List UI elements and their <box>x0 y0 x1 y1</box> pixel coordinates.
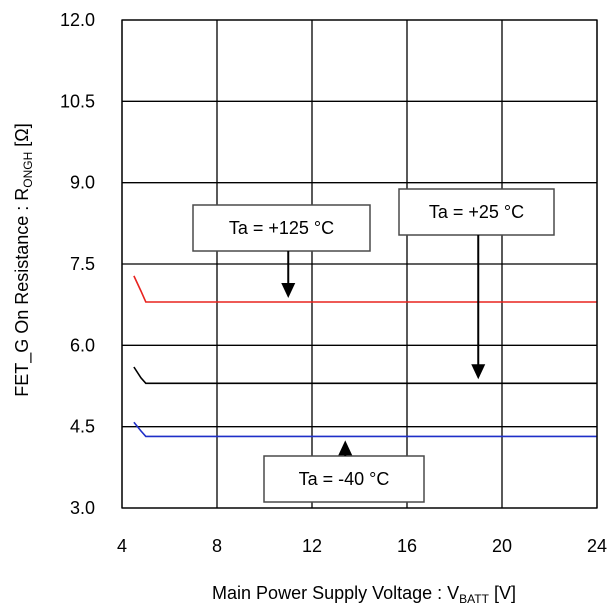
y-tick-labels: 3.0 4.5 6.0 7.5 9.0 10.5 12.0 <box>60 10 95 518</box>
x-axis-title-unit: [V] <box>489 583 516 603</box>
series-line-3 <box>133 421 597 438</box>
x-tick-label: 4 <box>117 536 127 556</box>
annotation-box <box>263 455 425 503</box>
x-axis-title: Main Power Supply Voltage : VBATT [V] <box>212 583 516 606</box>
annotation-label: Ta = +25 °C <box>429 202 524 222</box>
annotation-label: Ta = -40 °C <box>299 469 390 489</box>
annotation-box <box>192 204 371 252</box>
annotation-callout: Ta = +125 °C <box>192 204 371 298</box>
x-tick-labels: 4 8 12 16 20 24 <box>117 536 607 556</box>
y-tick-label: 4.5 <box>70 417 95 437</box>
y-tick-label: 7.5 <box>70 254 95 274</box>
y-tick-label: 12.0 <box>60 10 95 30</box>
y-axis-title-main: FET_G On Resistance : R <box>12 188 33 397</box>
annotation-arrowhead <box>338 440 353 456</box>
series-lines <box>133 275 597 438</box>
annotations: Ta = +125 °C Ta = +25 °C Ta = -40 °C <box>192 188 555 503</box>
y-tick-label: 10.5 <box>60 91 95 111</box>
grid <box>121 19 598 509</box>
y-tick-label: 6.0 <box>70 335 95 355</box>
annotation-callout: Ta = +25 °C <box>398 188 555 380</box>
series-line-1 <box>133 275 597 303</box>
x-tick-label: 8 <box>212 536 222 556</box>
x-tick-label: 16 <box>397 536 417 556</box>
y-axis-title-unit: [Ω] <box>12 123 32 151</box>
x-tick-label: 12 <box>302 536 322 556</box>
x-tick-label: 20 <box>492 536 512 556</box>
annotation-arrowhead <box>471 364 486 380</box>
plot-frame <box>121 19 598 509</box>
x-tick-label: 24 <box>587 536 607 556</box>
annotation-arrowhead <box>281 282 296 298</box>
annotation-callout: Ta = -40 °C <box>263 440 425 503</box>
series-line-2 <box>133 366 597 385</box>
y-axis-title: FET_G On Resistance : RONGH [Ω] <box>12 123 35 397</box>
x-axis-title-sub: BATT <box>459 592 489 606</box>
y-tick-label: 9.0 <box>70 173 95 193</box>
y-tick-label: 3.0 <box>70 498 95 518</box>
annotation-label: Ta = +125 °C <box>229 218 334 238</box>
annotation-box <box>398 188 555 236</box>
y-axis-title-sub: ONGH <box>21 152 35 188</box>
x-axis-title-main: Main Power Supply Voltage : V <box>212 583 459 603</box>
